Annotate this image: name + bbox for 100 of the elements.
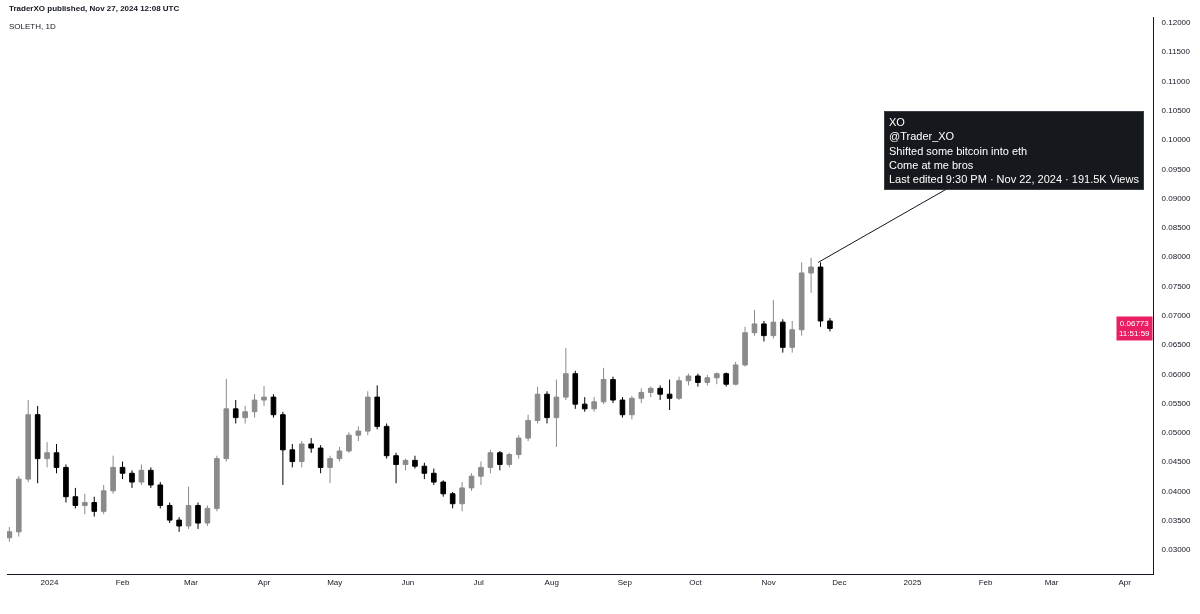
candlestick (100, 484, 107, 515)
y-tick-label: 0.10000 (1161, 135, 1192, 145)
candlestick (63, 463, 69, 504)
y-tick-label: 0.09000 (1161, 193, 1192, 203)
chart-subtitle: TraderXO published, Nov 27, 2024 12:08 UTC (9, 4, 180, 13)
x-tick-label: Apr (1118, 577, 1132, 587)
candlestick (563, 347, 569, 401)
candlestick (185, 486, 192, 530)
candlestick (364, 390, 371, 436)
candlestick (619, 396, 626, 419)
candlestick (251, 393, 258, 419)
candlestick (166, 502, 173, 524)
candlestick (544, 390, 550, 424)
candlestick (553, 379, 560, 448)
y-tick-label: 0.03000 (1161, 545, 1192, 555)
candlestick (346, 431, 352, 454)
candlestick (430, 468, 437, 486)
candlestick (148, 466, 154, 489)
y-tick-label: 0.05000 (1161, 428, 1192, 438)
x-tick-label: May (327, 577, 343, 587)
text: SOLETH, 1D (9, 21, 56, 31)
candlestick (72, 487, 79, 509)
candlestick (534, 386, 541, 424)
candlestick (695, 373, 701, 388)
candlestick (336, 446, 343, 463)
candlestick (298, 440, 305, 468)
annotation: 0.06773 11:51:59 (1119, 319, 1151, 339)
candlestick (713, 372, 720, 385)
x-tick-label: Sep (617, 577, 633, 587)
candlestick (7, 526, 13, 543)
x-tick-label: Mar (1044, 577, 1059, 587)
candlestick (487, 449, 494, 474)
candlestick (572, 370, 579, 410)
x-tick-label: Aug (544, 577, 559, 587)
y-tick-label: 0.07500 (1161, 281, 1192, 291)
candlestick (468, 472, 475, 492)
y-tick-label: 0.12000 (1161, 18, 1192, 28)
candlestick (581, 396, 588, 413)
x-tick-label: Feb (978, 577, 994, 587)
candlestick (742, 326, 748, 368)
candlestick (808, 257, 814, 294)
candlestick (732, 361, 739, 386)
candlestick (704, 374, 711, 386)
candlestick (383, 422, 390, 460)
candlestick (779, 318, 786, 354)
candlestick (657, 384, 663, 401)
candlestick (53, 443, 60, 474)
x-tick-label: Nov (761, 577, 776, 587)
candlestick (723, 372, 730, 388)
candlestick (317, 444, 324, 474)
candlestick (751, 309, 758, 337)
x-tick-label: Dec (832, 577, 847, 587)
candlestick (270, 393, 277, 419)
candlestick (478, 461, 484, 486)
candlestick (412, 455, 418, 470)
candlestick (374, 384, 381, 430)
y-tick-label: 0.11500 (1161, 47, 1191, 57)
candlestick (402, 458, 409, 471)
candlestick (289, 443, 296, 468)
x-tick-label: 2025 (903, 577, 922, 587)
y-tick-label: 0.06000 (1161, 369, 1192, 379)
candlestick (223, 378, 230, 463)
x-tick-label: Oct (689, 577, 703, 587)
y-tick-label: 0.03500 (1161, 515, 1192, 525)
candlestick (600, 367, 607, 405)
candlestick (355, 425, 362, 442)
candlestick (770, 299, 777, 340)
candlestick (44, 441, 50, 468)
candlestick (119, 461, 126, 480)
y-tick-label: 0.07000 (1161, 310, 1192, 320)
candlestick (204, 504, 211, 527)
candlestick (421, 462, 428, 480)
candlestick (827, 317, 833, 333)
candlestick (15, 475, 22, 538)
candlestick (610, 376, 616, 404)
candlestick (638, 387, 645, 404)
x-tick-label: 2024 (40, 577, 59, 587)
y-tick-label: 0.08500 (1161, 223, 1192, 233)
candlestick (138, 463, 145, 486)
candlestick (789, 320, 796, 354)
candlestick (685, 373, 692, 386)
candlestick (157, 481, 164, 509)
candlestick (393, 452, 399, 484)
candlestick (91, 496, 98, 518)
candlestick (676, 376, 682, 401)
candlestick (647, 386, 654, 398)
candlestick (25, 399, 32, 483)
candlestick (232, 399, 239, 424)
candlestick (497, 450, 503, 471)
x-tick-label: Apr (257, 577, 271, 587)
x-tick-label: Feb (115, 577, 130, 587)
annotation: XO @Trader_XO Shifted some bitcoin into eth Come at me bros Last edited 9:30 PM · Nov 22, 2024 · 191.5K Views (889, 116, 1140, 186)
candlestick (459, 481, 465, 512)
candlestick (280, 411, 286, 486)
x-tick-label: Mar (184, 577, 199, 587)
y-tick-label: 0.05500 (1161, 398, 1192, 408)
y-tick-label: 0.06500 (1161, 340, 1192, 350)
candlestick (110, 455, 116, 495)
y-tick-label: 0.08000 (1161, 252, 1192, 262)
candlestick (242, 405, 248, 424)
